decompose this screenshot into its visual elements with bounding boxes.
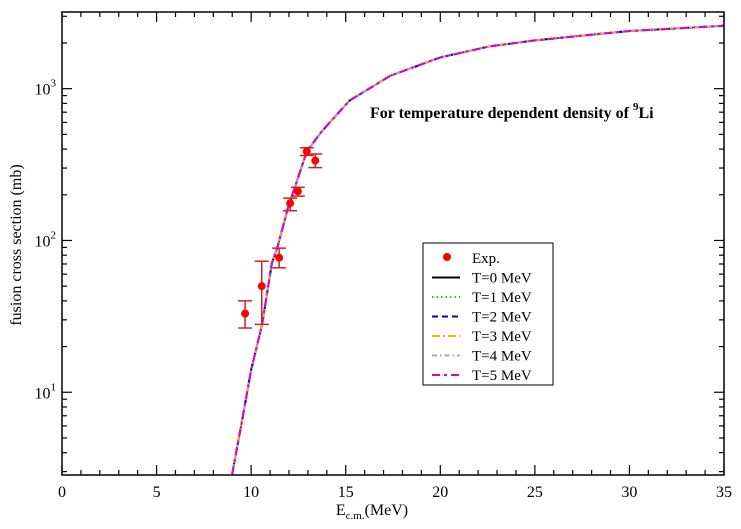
plot-frame — [61, 11, 725, 476]
legend-label: T=4 MeV — [472, 349, 532, 365]
y-tick-label: 102 — [35, 229, 57, 250]
legend-box — [422, 242, 554, 386]
legend-label: T=0 MeV — [472, 271, 532, 287]
legend-marker-exp — [443, 253, 451, 261]
legend: Exp. T=0 MeV T=1 MeV T=2 MeV T=3 MeV T=4 MeV T… — [422, 242, 554, 386]
exp-point — [272, 247, 287, 269]
legend-label: T=2 MeV — [472, 310, 532, 326]
curve-t-4-mev — [231, 24, 725, 475]
legend-label: T=3 MeV — [472, 329, 532, 345]
x-tick-label: 10 — [243, 484, 259, 501]
legend-label: T=5 MeV — [472, 368, 532, 384]
exp-marker — [241, 309, 250, 318]
x-tick-labels: 0 5 10 15 20 25 30 35 — [58, 484, 732, 501]
exp-marker — [257, 282, 266, 291]
x-tick-label: 25 — [527, 484, 543, 501]
x-axis-label: Ec.m.(MeV) — [336, 502, 408, 522]
curve-t-5-mev — [231, 24, 725, 475]
x-tick-label: 5 — [153, 484, 161, 501]
y-tick-labels: 101 102 103 — [35, 78, 57, 403]
exp-point — [308, 153, 323, 169]
axis-ticks — [61, 12, 725, 475]
x-tick-label: 35 — [716, 484, 732, 501]
legend-label: T=1 MeV — [472, 290, 532, 306]
x-tick-label: 30 — [621, 484, 637, 501]
exp-point — [254, 260, 269, 326]
y-axis-label: fusion cross section (mb) — [8, 164, 25, 325]
legend-label-exp: Exp. — [472, 251, 500, 267]
y-tick-label: 103 — [35, 78, 57, 99]
exp-marker — [286, 199, 295, 208]
exp-marker — [293, 187, 302, 196]
exp-point — [290, 186, 305, 197]
x-tick-label: 20 — [432, 484, 448, 501]
exp-point — [238, 300, 253, 329]
exp-point — [283, 197, 298, 212]
x-tick-label: 15 — [338, 484, 354, 501]
theory-curves — [231, 24, 725, 475]
y-tick-label: 101 — [35, 381, 57, 402]
experimental-points — [238, 147, 323, 329]
annotation: For temperature dependent density of 9Li — [370, 101, 654, 122]
x-tick-label: 0 — [58, 484, 66, 501]
exp-marker — [311, 156, 320, 165]
exp-marker — [275, 253, 284, 262]
